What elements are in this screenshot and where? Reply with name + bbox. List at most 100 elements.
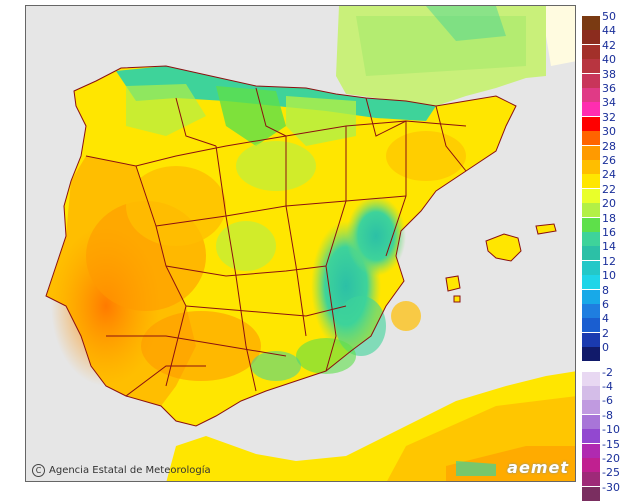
legend-label: 12 <box>602 254 616 268</box>
france-border-east <box>546 6 575 66</box>
legend-entry: 10 <box>582 269 630 290</box>
legend-label: -4 <box>602 380 613 393</box>
legend-entry: 0 <box>582 341 630 362</box>
legend-label: 22 <box>602 182 616 196</box>
legend-entry: 44 <box>582 24 630 45</box>
legend-swatch <box>582 486 600 501</box>
copyright-icon: C <box>32 464 45 477</box>
legend-entry: 50 <box>582 10 630 30</box>
aemet-logo: aemet <box>507 458 569 477</box>
legend-swatch <box>582 59 600 74</box>
temperature-legend: 50 44 42 40 38 36 34 32 30 28 26 24 22 20 18 16 14 12 10 8 6… <box>582 10 630 501</box>
legend-entry: 8 <box>582 284 630 304</box>
legend-label: 20 <box>602 197 616 211</box>
legend-label: 42 <box>602 38 616 52</box>
legend-label: 2 <box>602 326 609 340</box>
legend-entry: -15 <box>582 438 630 458</box>
credit-text: C Agencia Estatal de Meteorología <box>32 464 211 477</box>
legend-entry: 28 <box>582 140 630 160</box>
legend-entry: 42 <box>582 39 630 59</box>
legend-swatch <box>582 443 600 458</box>
mallorca-island <box>485 233 522 262</box>
legend-label: 4 <box>602 312 609 326</box>
legend-swatch <box>582 332 600 347</box>
legend-entry: -2 <box>582 366 630 386</box>
legend-swatch <box>582 414 600 429</box>
legend-swatch <box>582 304 600 318</box>
legend-entry: 16 <box>582 226 630 246</box>
legend-label: 44 <box>602 24 616 38</box>
menorca-island <box>535 223 557 235</box>
legend-swatch <box>582 116 600 131</box>
legend-label: -10 <box>602 423 620 437</box>
legend-swatch <box>582 160 600 174</box>
legend-label: 14 <box>602 240 616 254</box>
legend-swatch <box>582 217 600 232</box>
legend-entry: 20 <box>582 197 630 218</box>
legend-label: -2 <box>602 365 613 379</box>
legend-entry: -8 <box>582 409 630 429</box>
legend-swatch <box>582 458 600 472</box>
legend-label: 34 <box>602 96 616 110</box>
legend-entry: -20 <box>582 452 630 472</box>
legend-swatch <box>582 371 600 386</box>
legend-swatch <box>582 73 600 88</box>
legend-label: -20 <box>602 452 620 465</box>
legend-label: 16 <box>602 226 616 239</box>
legend-label: 8 <box>602 283 609 297</box>
legend-swatch <box>582 188 600 203</box>
legend-swatch <box>582 203 600 218</box>
legend-entry: 34 <box>582 96 630 117</box>
legend-swatch <box>582 260 600 275</box>
legend-swatch <box>582 472 600 487</box>
legend-label: 30 <box>602 125 616 139</box>
legend-label: 40 <box>602 53 616 67</box>
legend-entry: 26 <box>582 154 630 174</box>
legend-entry: 14 <box>582 240 630 261</box>
legend-swatch <box>582 145 600 160</box>
temperature-map: C Agencia Estatal de Meteorología aemet <box>25 5 576 482</box>
map-canvas <box>45 6 575 481</box>
legend-label: 6 <box>602 298 609 311</box>
legend-swatch <box>582 289 600 304</box>
legend-entry: 2 <box>582 327 630 347</box>
legend-entry: -10 <box>582 423 630 444</box>
legend-label: 0 <box>602 341 609 355</box>
legend-label: 10 <box>602 269 616 283</box>
legend-swatch <box>582 429 600 444</box>
legend-label: 28 <box>602 139 616 153</box>
legend-swatch <box>582 16 600 30</box>
legend-entry: 6 <box>582 298 630 318</box>
legend-entry: -6 <box>582 394 630 415</box>
legend-swatch <box>582 88 600 102</box>
province-borders <box>45 65 517 427</box>
legend-entry: 38 <box>582 68 630 88</box>
legend-swatch <box>582 232 600 246</box>
legend-entry: 32 <box>582 111 630 131</box>
legend-swatch <box>582 102 600 117</box>
legend-label: 24 <box>602 168 616 182</box>
legend-swatch <box>582 44 600 59</box>
legend-label: -25 <box>602 466 620 480</box>
legend-entry: -25 <box>582 466 630 487</box>
legend-swatch <box>582 30 600 45</box>
legend-swatch <box>582 131 600 146</box>
legend-entry: 12 <box>582 255 630 275</box>
legend-swatch <box>582 386 600 400</box>
legend-swatch <box>582 347 600 362</box>
legend-entry: 4 <box>582 312 630 333</box>
legend-swatch <box>582 318 600 333</box>
legend-entry: 18 <box>582 212 630 232</box>
legend-entry: -4 <box>582 380 630 400</box>
legend-label: -6 <box>602 394 613 408</box>
legend-label: -15 <box>602 437 620 451</box>
legend-entry: 40 <box>582 53 630 74</box>
legend-swatch <box>582 275 600 290</box>
legend-label: 50 <box>602 10 616 23</box>
legend-label: 18 <box>602 211 616 225</box>
legend-label: 36 <box>602 82 616 95</box>
legend-entry: 30 <box>582 125 630 146</box>
legend-label: 38 <box>602 67 616 81</box>
ibiza-island <box>445 275 461 292</box>
legend-swatch <box>582 246 600 261</box>
